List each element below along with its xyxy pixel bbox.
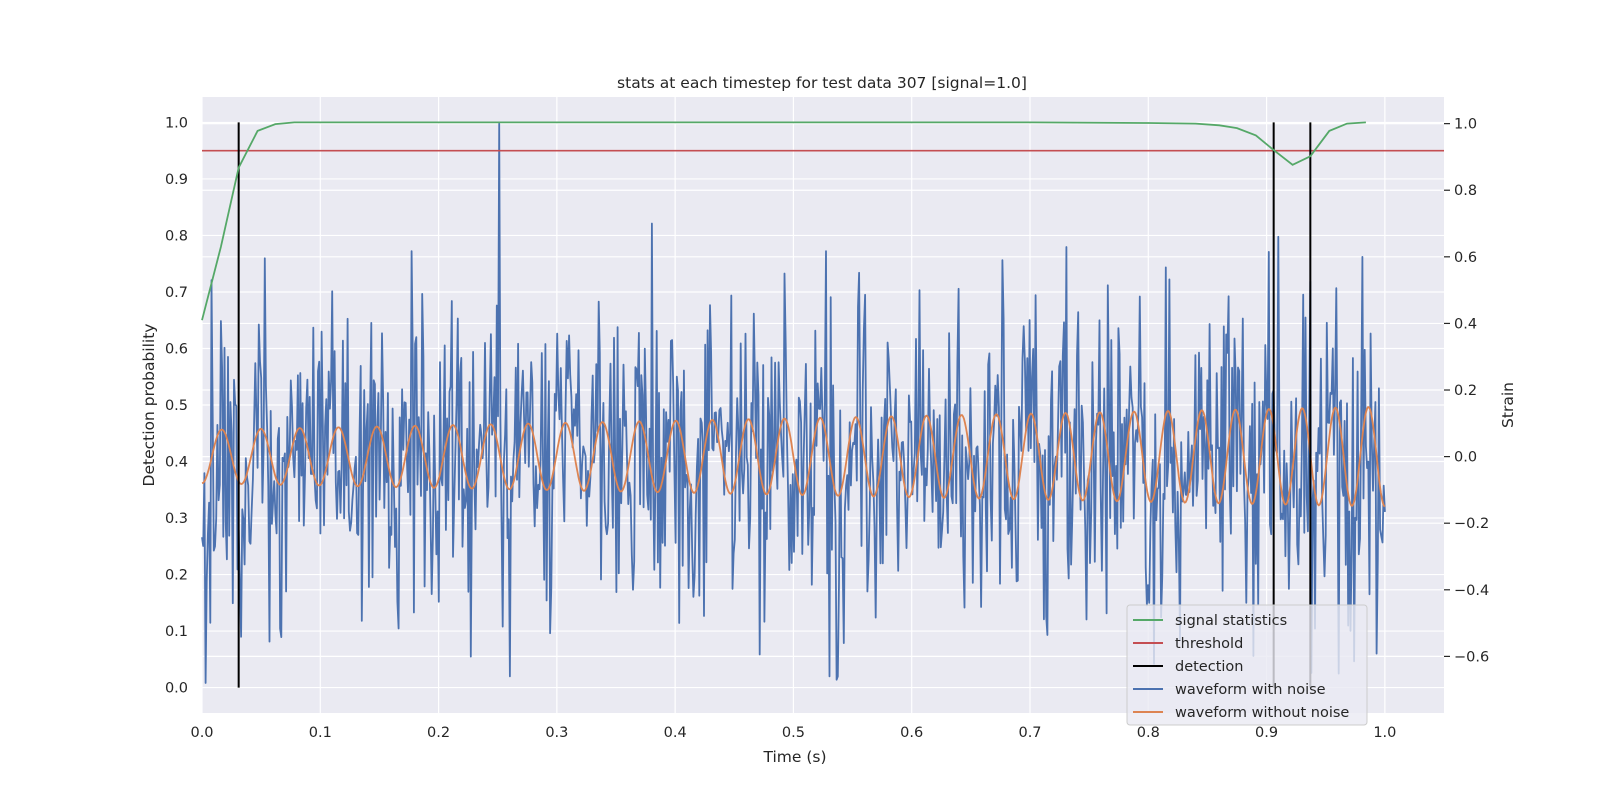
y-right-tick-label: 0.6 <box>1454 250 1477 266</box>
y-left-tick-label: 0.7 <box>165 285 188 301</box>
legend-label: threshold <box>1175 636 1243 652</box>
x-tick-label: 0.5 <box>782 725 805 741</box>
y-right-tick-label: −0.2 <box>1454 516 1489 532</box>
y-left-tick-label: 0.2 <box>165 568 188 584</box>
plot-series <box>201 121 1444 688</box>
y-right-tick-label: 1.0 <box>1454 117 1477 133</box>
x-tick-label: 0.7 <box>1018 725 1041 741</box>
y-left-tick-label: 0.6 <box>165 341 188 357</box>
y-right-tick-label: 0.8 <box>1454 183 1477 199</box>
x-tick-label: 1.0 <box>1373 725 1396 741</box>
y-left-tick-label: 0.8 <box>165 228 188 244</box>
x-axis-label: Time (s) <box>762 748 826 766</box>
y-left-tick-label: 0.9 <box>165 172 188 188</box>
x-tick-label: 0.2 <box>427 725 450 741</box>
series-signal-statistics <box>201 121 1366 321</box>
y-left-tick-label: 0.4 <box>165 455 188 471</box>
y-left-tick-label: 0.3 <box>165 511 188 527</box>
y-right-tick-label: 0.2 <box>1454 383 1477 399</box>
x-tick-label: 0.8 <box>1137 725 1160 741</box>
legend: signal statistics threshold detection wavef… <box>1126 604 1368 726</box>
y-left-tick-label: 1.0 <box>165 115 188 131</box>
y-right-tick-label: −0.4 <box>1454 583 1489 599</box>
x-tick-label: 0.0 <box>190 725 213 741</box>
legend-box <box>1126 604 1368 726</box>
x-tick-label: 0.1 <box>309 725 332 741</box>
legend-label: signal statistics <box>1175 613 1287 629</box>
x-tick-label: 0.4 <box>664 725 687 741</box>
series-waveform-with-noise <box>201 122 1386 684</box>
y-right-tick-label: 0.4 <box>1454 316 1477 332</box>
y-left-tick-label: 0.5 <box>165 398 188 414</box>
legend-label: detection <box>1175 659 1243 675</box>
x-tick-label: 0.3 <box>545 725 568 741</box>
x-tick-label: 0.9 <box>1255 725 1278 741</box>
y-axis-left-label: Detection probability <box>140 324 158 487</box>
y-left-tick-label: 0.0 <box>165 681 188 697</box>
legend-label: waveform with noise <box>1175 682 1326 698</box>
y-axis-right-label: Strain <box>1499 382 1517 428</box>
y-left-tick-label: 0.1 <box>165 624 188 640</box>
y-right-tick-label: −0.6 <box>1454 649 1489 665</box>
legend-label: waveform without noise <box>1175 705 1349 721</box>
series-waveform-without-noise <box>201 406 1386 508</box>
x-tick-label: 0.6 <box>900 725 923 741</box>
y-right-tick-label: 0.0 <box>1454 450 1477 466</box>
chart-title: stats at each timestep for test data 307… <box>617 74 1027 92</box>
